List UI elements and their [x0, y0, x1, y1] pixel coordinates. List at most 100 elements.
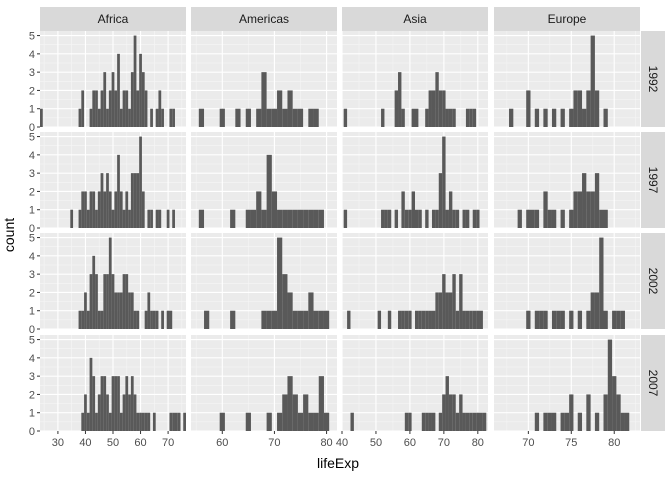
- histogram-bar: [418, 209, 422, 228]
- y-tick-label: 1: [29, 205, 35, 217]
- histogram-bar: [590, 35, 595, 128]
- panel-americas-1992: [191, 31, 337, 128]
- histogram-bar: [476, 412, 480, 431]
- x-tick-label: 60: [404, 437, 416, 449]
- histogram-bar: [144, 412, 148, 431]
- histogram-bar: [560, 108, 565, 127]
- histogram-bar: [97, 394, 101, 431]
- histogram-bar: [130, 292, 134, 329]
- histogram-bar: [442, 394, 446, 431]
- histogram-bar: [114, 90, 118, 127]
- histogram-bar: [408, 412, 412, 431]
- histogram-bar: [603, 310, 608, 329]
- histogram-bar: [564, 412, 570, 431]
- histogram-bar: [169, 310, 173, 329]
- histogram-bar: [303, 394, 309, 431]
- histogram-bar: [266, 154, 272, 228]
- histogram-bar: [152, 310, 156, 329]
- histogram-bar: [543, 412, 548, 431]
- histogram-bar: [128, 108, 131, 127]
- histogram-bar: [428, 90, 432, 127]
- histogram-bar: [442, 274, 446, 329]
- histogram-bar: [84, 394, 87, 431]
- y-tick-label: 4: [29, 251, 35, 263]
- y-tick-label: 0: [29, 223, 35, 235]
- histogram-bar: [431, 209, 436, 228]
- panel-africa-1997: [40, 132, 186, 229]
- histogram-bar: [469, 108, 473, 127]
- histogram-bar: [106, 274, 109, 329]
- histogram-bar: [81, 191, 85, 228]
- histogram-bar: [144, 310, 148, 329]
- histogram-bar: [271, 191, 278, 228]
- facet-strip-label: Americas: [239, 12, 289, 26]
- y-tick-label: 3: [29, 269, 35, 281]
- histogram-bar: [158, 209, 162, 228]
- histogram-bar: [297, 108, 304, 127]
- histogram-bar: [122, 90, 126, 127]
- panel-europe-2007: [494, 335, 640, 432]
- x-tick-label: 70: [162, 437, 174, 449]
- histogram-bar: [526, 90, 531, 127]
- histogram-bar: [125, 90, 129, 127]
- facet-strip-1997: 1997: [641, 132, 665, 228]
- histogram-bar: [479, 412, 483, 431]
- histogram-bar: [136, 173, 140, 228]
- histogram-bar: [271, 108, 278, 127]
- histogram-bar: [152, 412, 156, 431]
- histogram-bar: [590, 292, 595, 329]
- histogram-bar: [292, 209, 298, 228]
- histogram-bar: [292, 394, 298, 431]
- histogram-bar: [128, 394, 131, 431]
- facet-strip-bg: [191, 7, 337, 31]
- histogram-bar: [543, 108, 548, 127]
- histogram-bar: [435, 209, 439, 228]
- histogram-bar: [594, 173, 600, 228]
- histogram-bar: [97, 108, 101, 127]
- y-axis-2002: 0 1 2 3 4 5: [29, 233, 40, 336]
- histogram-bar: [526, 310, 531, 329]
- y-tick-label: 2: [29, 186, 35, 198]
- histogram-bar: [462, 209, 466, 228]
- histogram-bar: [526, 209, 531, 228]
- facet-strip-bg: [641, 132, 665, 228]
- histogram-bar: [292, 310, 298, 329]
- histogram-bar: [141, 191, 145, 228]
- histogram-bar: [465, 310, 470, 329]
- histogram-bar: [448, 292, 453, 329]
- histogram-bar: [81, 412, 85, 431]
- histogram-bar: [133, 310, 137, 329]
- histogram-bar: [287, 90, 293, 127]
- x-axis-americas: 60 70 80: [216, 431, 333, 449]
- facet-strip-asia: Asia: [342, 7, 488, 31]
- histogram-bar: [452, 209, 456, 228]
- histogram-bar: [245, 108, 251, 127]
- histogram-bar: [590, 191, 595, 228]
- x-tick-label: 80: [472, 437, 484, 449]
- histogram-bar: [547, 412, 552, 431]
- histogram-bar: [408, 209, 412, 228]
- histogram-bar: [586, 394, 591, 431]
- histogram-bar: [445, 108, 449, 127]
- histogram-bar: [106, 394, 109, 431]
- histogram-bar: [551, 412, 557, 431]
- x-tick-label: 70: [268, 437, 280, 449]
- histogram-bar: [133, 35, 137, 128]
- histogram-bar: [125, 191, 129, 228]
- histogram-bar: [455, 209, 460, 228]
- histogram-bar: [431, 90, 436, 127]
- histogram-bar: [282, 274, 288, 329]
- histogram-bar: [459, 394, 463, 431]
- histogram-bar: [266, 310, 272, 329]
- histogram-bar: [130, 376, 134, 431]
- histogram-bar: [472, 310, 477, 329]
- facet-strip-europe: Europe: [494, 7, 640, 31]
- histogram-bar: [89, 191, 93, 228]
- histogram-bar: [603, 209, 608, 228]
- panel-europe-1992: [494, 31, 640, 128]
- histogram-bar: [261, 72, 267, 127]
- histogram-bar: [103, 274, 107, 329]
- histogram-bar: [472, 209, 477, 228]
- histogram-bar: [560, 310, 565, 329]
- x-axis-europe: 70 75 80: [522, 431, 620, 449]
